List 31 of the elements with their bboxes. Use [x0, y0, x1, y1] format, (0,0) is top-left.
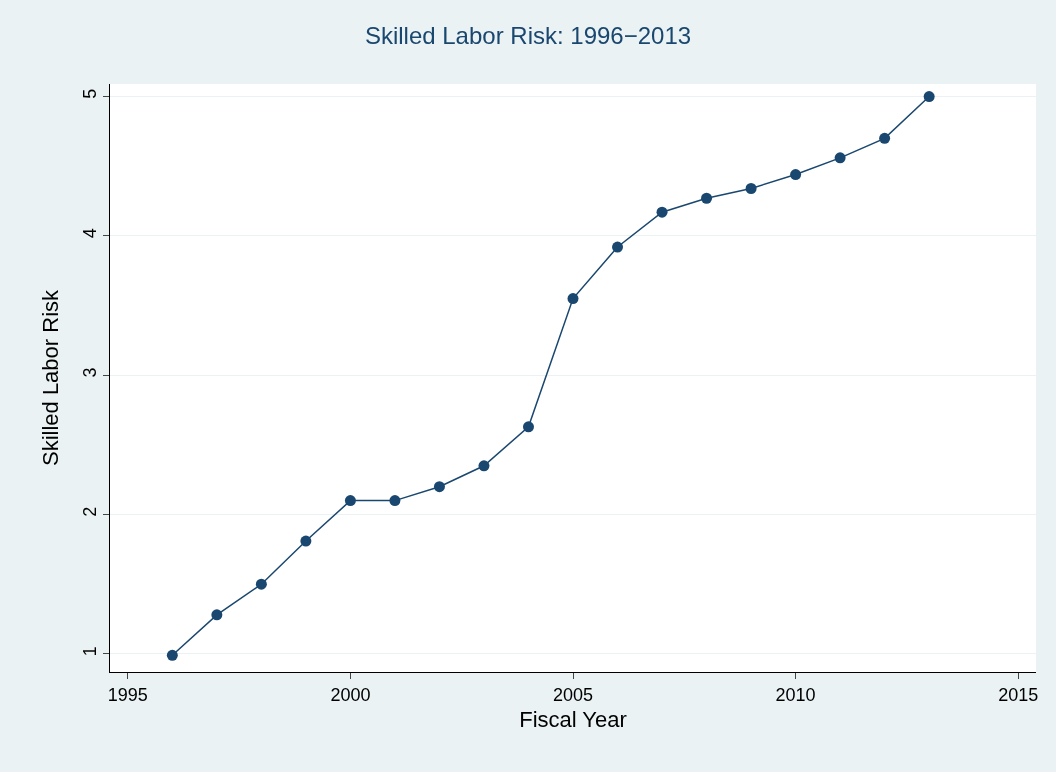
point — [701, 192, 713, 204]
point — [255, 578, 267, 590]
y-axis-title: Skilled Labor Risk — [37, 288, 63, 467]
point — [478, 460, 490, 472]
chart-title: Skilled Labor Risk: 1996−2013 — [364, 21, 692, 49]
y-tick-label: 1 — [79, 646, 100, 657]
y-tick-label: 2 — [79, 506, 100, 517]
point — [300, 535, 312, 547]
x-tick-label: 2010 — [775, 684, 816, 705]
point — [567, 293, 579, 305]
point — [211, 609, 223, 621]
x-tick-label: 2015 — [998, 684, 1039, 705]
point — [923, 91, 935, 103]
x-axis-title: Fiscal Year — [519, 707, 627, 733]
point — [834, 152, 846, 164]
point — [522, 421, 534, 433]
point — [433, 481, 445, 493]
x-tick-label: 1995 — [107, 684, 148, 705]
y-tick-label: 5 — [79, 88, 100, 99]
x-tick-label: 2005 — [552, 684, 594, 705]
y-tick-label: 4 — [79, 228, 100, 239]
x-tick-label: 2000 — [330, 684, 371, 705]
y-tick-label: 3 — [79, 367, 100, 378]
point — [166, 649, 178, 661]
point — [612, 241, 624, 253]
point — [879, 132, 891, 144]
point — [656, 206, 668, 218]
point — [389, 495, 401, 507]
point — [344, 495, 356, 507]
point — [790, 169, 802, 181]
point — [745, 183, 757, 194]
